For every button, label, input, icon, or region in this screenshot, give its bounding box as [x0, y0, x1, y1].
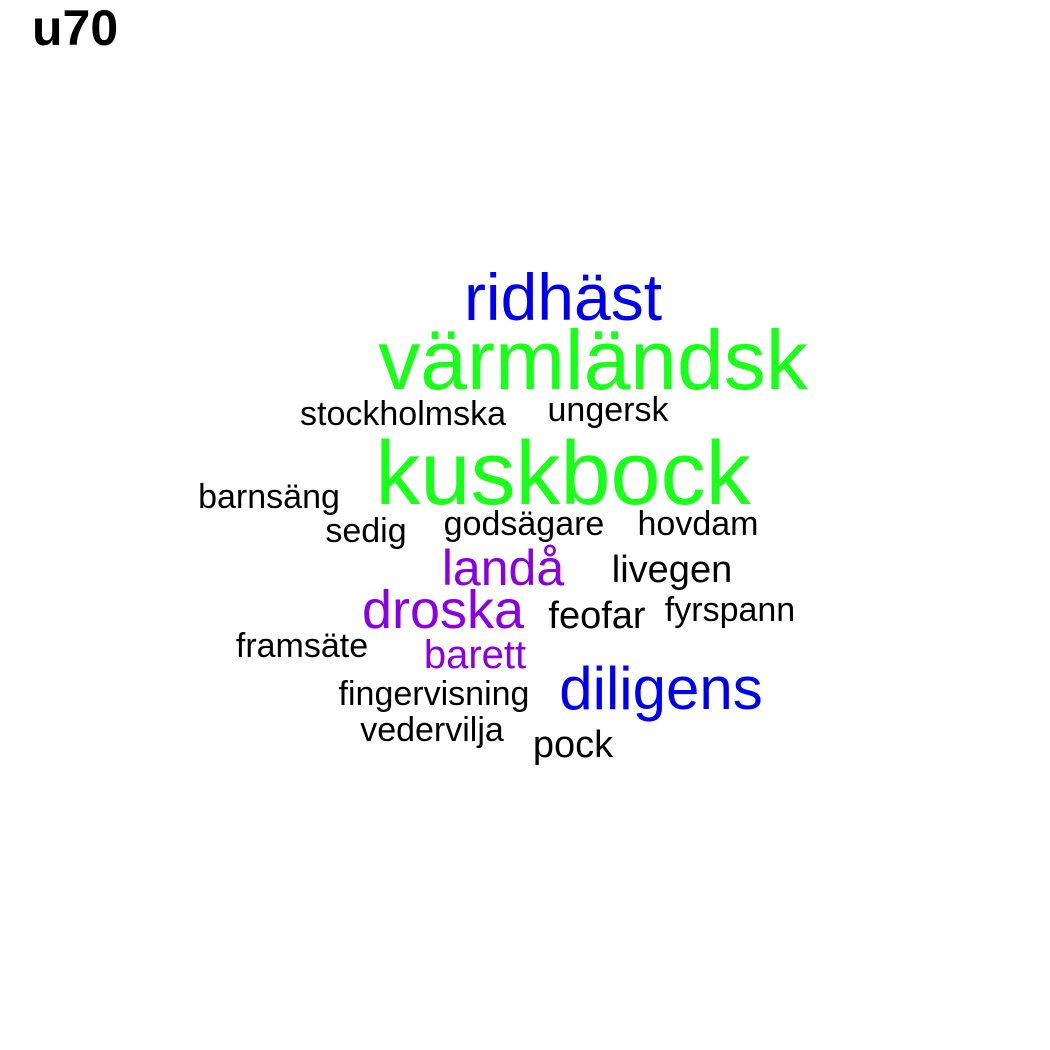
word-framsate: framsäte [235, 627, 369, 665]
word-varmlandsk: värmländsk [378, 313, 808, 407]
word-diligens: diligens [559, 655, 763, 722]
word-livegen: livegen [611, 549, 733, 591]
word-barett: barett [423, 633, 527, 677]
word-fyrspann: fyrspann [664, 591, 796, 629]
word-droska: droska [361, 580, 525, 640]
word-fingervisning: fingervisning [338, 675, 530, 713]
word-sedig: sedig [325, 512, 407, 550]
word-barnsang: barnsäng [198, 478, 340, 516]
word-hovdam: hovdam [637, 505, 759, 543]
word-stockholmska: stockholmska [300, 395, 506, 433]
word-ungersk: ungersk [547, 391, 669, 429]
word-landa: landå [441, 540, 565, 596]
word-pock: pock [532, 724, 614, 766]
word-kuskbock: kuskbock [375, 424, 751, 524]
word-feofar: feofar [548, 595, 646, 637]
word-vedervilja: vedervilja [360, 711, 504, 749]
page-title: u70 [32, 0, 119, 56]
word-godsagare: godsägare [443, 505, 605, 543]
word-ridhast: ridhäst [463, 260, 663, 334]
